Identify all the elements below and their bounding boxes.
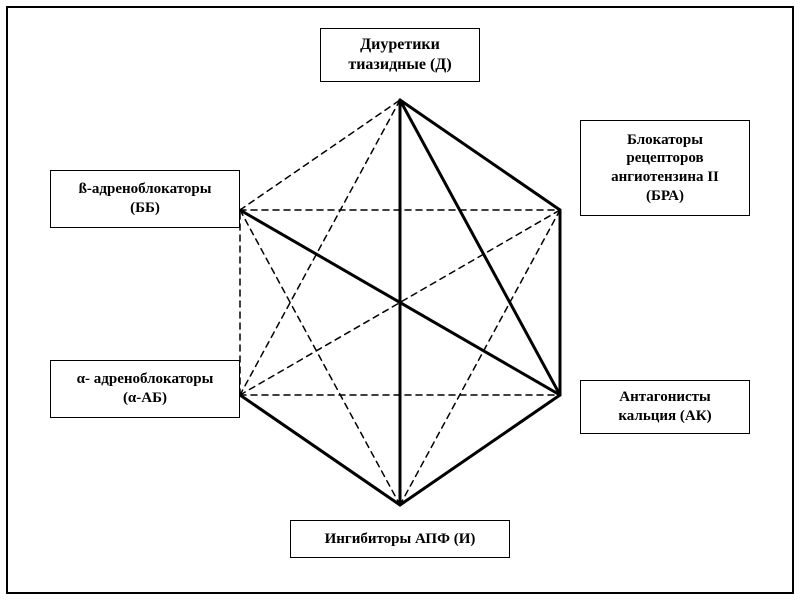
edge-upper_left-bottom bbox=[240, 210, 400, 505]
node-box-lower_left: α- адреноблокаторы (α-АБ) bbox=[50, 360, 240, 418]
node-label-bottom: Ингибиторы АПФ (И) bbox=[297, 530, 503, 549]
edge-bottom-lower_left bbox=[240, 395, 400, 505]
edge-upper_right-bottom bbox=[400, 210, 560, 505]
edge-top-upper_right bbox=[400, 100, 560, 210]
edge-upper_left-top bbox=[240, 100, 400, 210]
node-box-upper_right: Блокаторы рецепторов ангиотензина II (БР… bbox=[580, 120, 750, 216]
node-label-upper_right: Блокаторы рецепторов ангиотензина II (БР… bbox=[587, 131, 743, 206]
node-label-upper_left: ß-адреноблокаторы (ББ) bbox=[57, 180, 233, 218]
node-label-lower_right: Антагонисты кальция (АК) bbox=[587, 388, 743, 426]
node-box-top: Диуретики тиазидные (Д) bbox=[320, 28, 480, 82]
node-box-bottom: Ингибиторы АПФ (И) bbox=[290, 520, 510, 558]
node-box-upper_left: ß-адреноблокаторы (ББ) bbox=[50, 170, 240, 228]
node-label-top: Диуретики тиазидные (Д) bbox=[327, 35, 473, 75]
node-label-lower_left: α- адреноблокаторы (α-АБ) bbox=[57, 370, 233, 408]
node-box-lower_right: Антагонисты кальция (АК) bbox=[580, 380, 750, 434]
hexagon-edges-canvas bbox=[0, 0, 800, 600]
edge-lower_right-bottom bbox=[400, 395, 560, 505]
edge-top-lower_right bbox=[400, 100, 560, 395]
edge-top-lower_left bbox=[240, 100, 400, 395]
